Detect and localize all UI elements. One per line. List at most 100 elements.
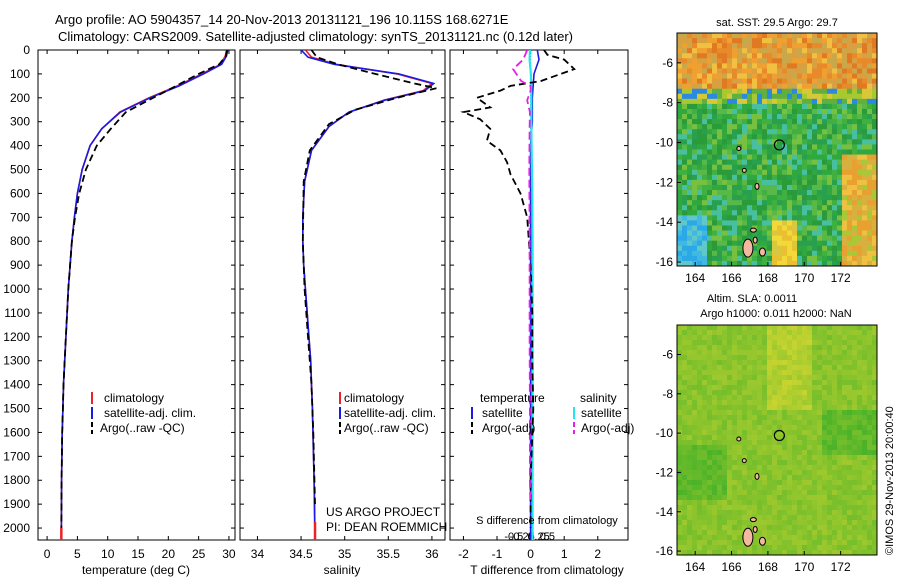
map-cell bbox=[737, 520, 743, 526]
map-cell bbox=[702, 370, 708, 376]
map-cell bbox=[687, 520, 693, 526]
map-cell bbox=[697, 250, 703, 257]
map-cell bbox=[822, 475, 828, 481]
map-cell bbox=[787, 235, 793, 242]
map-cell bbox=[777, 405, 783, 411]
map-cell bbox=[757, 48, 763, 54]
map-cell bbox=[862, 330, 868, 336]
map-cell bbox=[762, 83, 768, 90]
map-cell bbox=[767, 53, 773, 59]
map-cell bbox=[732, 395, 738, 401]
map-cell bbox=[757, 445, 763, 451]
map-cell bbox=[842, 250, 848, 257]
map-cell bbox=[742, 505, 748, 511]
map-cell bbox=[722, 58, 728, 64]
map-cell bbox=[842, 540, 848, 546]
map-cell bbox=[802, 430, 808, 436]
map-cell bbox=[827, 129, 833, 135]
map-cell bbox=[747, 169, 753, 176]
map-cell bbox=[747, 365, 753, 371]
map-cell bbox=[827, 184, 833, 191]
map-cell bbox=[832, 174, 838, 181]
map-cell bbox=[872, 415, 878, 421]
map-cell bbox=[707, 149, 713, 155]
map-cell bbox=[807, 149, 813, 155]
map-cell bbox=[692, 375, 698, 381]
map-cell bbox=[792, 340, 798, 346]
map-cell bbox=[697, 63, 703, 69]
map-cell bbox=[832, 440, 838, 446]
map-cell bbox=[857, 355, 863, 361]
map-cell bbox=[857, 164, 863, 171]
map-cell bbox=[702, 345, 708, 351]
map-cell bbox=[792, 250, 798, 257]
map-cell bbox=[852, 215, 858, 221]
map-cell bbox=[822, 184, 828, 191]
map-cell bbox=[737, 139, 743, 145]
map-cell bbox=[727, 420, 733, 426]
map-cell bbox=[787, 205, 793, 211]
map-cell bbox=[692, 440, 698, 446]
map-cell bbox=[702, 225, 708, 231]
map-cell bbox=[857, 129, 863, 135]
map-cell bbox=[677, 53, 683, 59]
map-cell bbox=[687, 58, 693, 64]
map-cell bbox=[802, 445, 808, 451]
map-cell bbox=[777, 103, 783, 110]
map-cell bbox=[682, 83, 688, 90]
map-cell bbox=[817, 325, 823, 331]
map-cell bbox=[837, 250, 843, 257]
map-cell bbox=[812, 540, 818, 546]
map-cell bbox=[797, 250, 803, 257]
map-cell bbox=[677, 385, 683, 391]
map-cell bbox=[697, 415, 703, 421]
map-cell bbox=[797, 515, 803, 521]
map-cell bbox=[832, 380, 838, 386]
map-cell bbox=[772, 420, 778, 426]
map-cell bbox=[697, 235, 703, 242]
map-cell bbox=[822, 365, 828, 371]
map-cell bbox=[682, 375, 688, 381]
map-cell bbox=[787, 340, 793, 346]
map-cell bbox=[757, 490, 763, 496]
map-cell bbox=[862, 129, 868, 135]
map-cell bbox=[737, 154, 743, 161]
map-cell bbox=[712, 385, 718, 391]
map-cell bbox=[867, 179, 873, 186]
map-cell bbox=[757, 400, 763, 406]
map-cell bbox=[792, 440, 798, 446]
map-cell bbox=[737, 490, 743, 496]
map-cell bbox=[747, 465, 753, 471]
depth-tick-label: 1600 bbox=[3, 425, 30, 439]
map-cell bbox=[702, 215, 708, 221]
map-cell bbox=[707, 505, 713, 511]
map-cell bbox=[692, 250, 698, 257]
map-cell bbox=[747, 129, 753, 135]
map-cell bbox=[787, 470, 793, 476]
map-cell bbox=[867, 485, 873, 491]
map-cell bbox=[692, 485, 698, 491]
map-cell bbox=[872, 260, 878, 267]
map-cell bbox=[682, 174, 688, 181]
map-cell bbox=[712, 154, 718, 161]
map-cell bbox=[782, 520, 788, 526]
map-cell bbox=[707, 530, 713, 536]
map-cell bbox=[747, 330, 753, 336]
map-cell bbox=[712, 475, 718, 481]
map-cell bbox=[852, 450, 858, 456]
map-cell bbox=[812, 200, 818, 206]
map-cell bbox=[837, 405, 843, 411]
map-cell bbox=[792, 425, 798, 431]
map-cell bbox=[867, 415, 873, 421]
map-cell bbox=[787, 63, 793, 69]
map-cell bbox=[732, 420, 738, 426]
map-cell bbox=[707, 535, 713, 541]
map-cell bbox=[872, 340, 878, 346]
map-cell bbox=[782, 58, 788, 64]
map-cell bbox=[847, 465, 853, 471]
top-x-tick-label: 0.5 bbox=[540, 531, 555, 543]
map-cell bbox=[812, 83, 818, 90]
map-cell bbox=[857, 400, 863, 406]
map-cell bbox=[822, 250, 828, 257]
map-cell bbox=[867, 355, 873, 361]
